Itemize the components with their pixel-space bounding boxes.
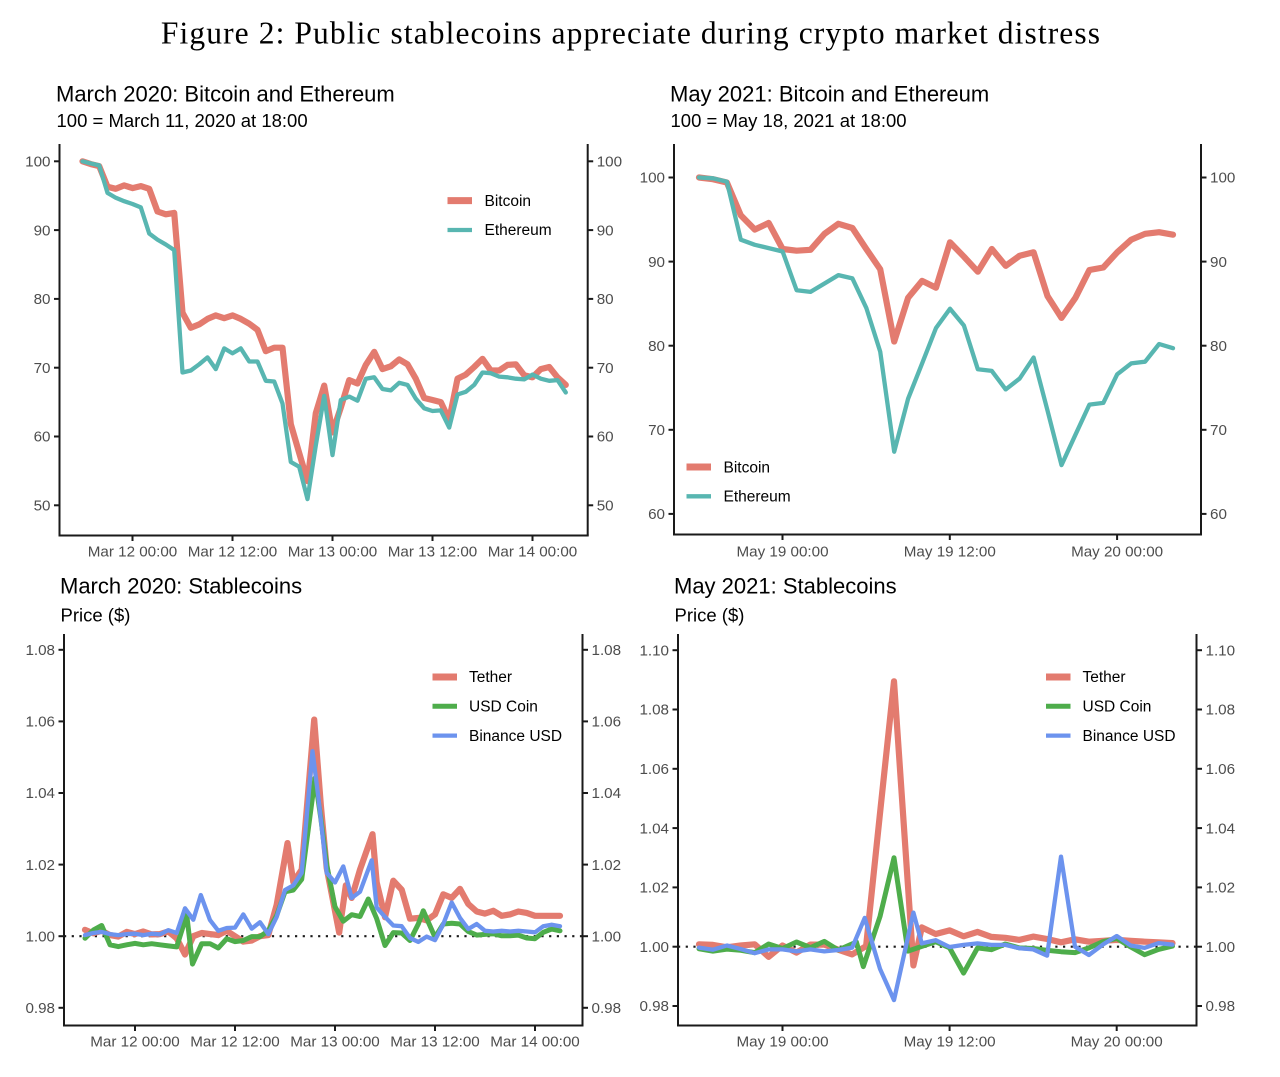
svg-text:Mar 13 12:00: Mar 13 12:00: [388, 544, 478, 561]
svg-text:Tether: Tether: [469, 669, 512, 686]
svg-text:1.06: 1.06: [1206, 761, 1236, 778]
svg-text:100: 100: [597, 154, 622, 171]
svg-text:100 = May 18, 2021 at 18:00: 100 = May 18, 2021 at 18:00: [671, 110, 907, 131]
svg-text:Mar 12 12:00: Mar 12 12:00: [188, 544, 278, 561]
svg-text:1.02: 1.02: [639, 880, 669, 897]
svg-text:Mar 12 12:00: Mar 12 12:00: [190, 1034, 280, 1051]
svg-text:70: 70: [34, 360, 51, 377]
svg-text:May 2021: Bitcoin and Ethereum: May 2021: Bitcoin and Ethereum: [670, 82, 989, 107]
svg-text:70: 70: [648, 422, 665, 439]
svg-text:60: 60: [34, 429, 51, 446]
svg-text:May 2021: Stablecoins: May 2021: Stablecoins: [674, 574, 897, 599]
svg-text:1.02: 1.02: [25, 857, 55, 874]
svg-text:Tether: Tether: [1083, 669, 1126, 686]
svg-text:Bitcoin: Bitcoin: [485, 193, 532, 210]
svg-text:May 19 00:00: May 19 00:00: [736, 1034, 828, 1051]
svg-text:Mar 14 00:00: Mar 14 00:00: [490, 1034, 580, 1051]
svg-text:May 20 00:00: May 20 00:00: [1071, 544, 1163, 561]
svg-text:1.04: 1.04: [25, 785, 55, 802]
svg-text:Figure 2: Public stablecoins a: Figure 2: Public stablecoins appreciate …: [161, 16, 1101, 51]
svg-text:Mar 13 00:00: Mar 13 00:00: [288, 544, 378, 561]
svg-text:Price ($): Price ($): [61, 605, 131, 626]
svg-text:0.98: 0.98: [25, 1000, 55, 1017]
svg-text:Ethereum: Ethereum: [724, 489, 791, 506]
svg-text:90: 90: [1210, 254, 1227, 271]
svg-text:March 2020: Stablecoins: March 2020: Stablecoins: [60, 574, 302, 599]
svg-text:1.00: 1.00: [639, 939, 669, 956]
svg-text:1.00: 1.00: [592, 928, 622, 945]
svg-text:60: 60: [648, 506, 665, 523]
svg-text:80: 80: [34, 291, 51, 308]
svg-text:Mar 13 12:00: Mar 13 12:00: [390, 1034, 480, 1051]
svg-text:80: 80: [1210, 338, 1227, 355]
svg-text:USD Coin: USD Coin: [469, 699, 538, 716]
svg-text:100: 100: [1210, 170, 1235, 187]
svg-text:0.98: 0.98: [592, 1000, 622, 1017]
svg-text:1.10: 1.10: [639, 642, 669, 659]
svg-text:50: 50: [34, 498, 51, 515]
svg-text:60: 60: [597, 429, 614, 446]
svg-text:80: 80: [597, 291, 614, 308]
svg-text:1.06: 1.06: [592, 714, 622, 731]
svg-text:100 = March 11, 2020 at 18:00: 100 = March 11, 2020 at 18:00: [57, 110, 308, 131]
svg-text:70: 70: [597, 360, 614, 377]
svg-text:May 20 00:00: May 20 00:00: [1071, 1034, 1163, 1051]
svg-text:1.10: 1.10: [1206, 642, 1236, 659]
svg-text:May 19 12:00: May 19 12:00: [904, 544, 996, 561]
svg-text:1.04: 1.04: [1206, 820, 1236, 837]
svg-text:Binance USD: Binance USD: [1083, 728, 1176, 745]
svg-text:1.08: 1.08: [25, 642, 55, 659]
svg-text:70: 70: [1210, 422, 1227, 439]
svg-text:March 2020: Bitcoin and Ethere: March 2020: Bitcoin and Ethereum: [56, 82, 395, 107]
svg-text:1.00: 1.00: [25, 928, 55, 945]
svg-text:May 19 12:00: May 19 12:00: [904, 1034, 996, 1051]
svg-text:1.04: 1.04: [639, 820, 669, 837]
svg-text:Binance USD: Binance USD: [469, 728, 562, 745]
svg-text:100: 100: [25, 154, 50, 171]
svg-text:1.04: 1.04: [592, 785, 622, 802]
svg-text:1.06: 1.06: [25, 714, 55, 731]
svg-text:0.98: 0.98: [1206, 998, 1236, 1015]
svg-text:80: 80: [648, 338, 665, 355]
svg-text:1.08: 1.08: [1206, 702, 1236, 719]
svg-text:90: 90: [597, 222, 614, 239]
svg-text:Bitcoin: Bitcoin: [724, 459, 771, 476]
svg-text:50: 50: [597, 498, 614, 515]
svg-text:Mar 12 00:00: Mar 12 00:00: [88, 544, 178, 561]
svg-text:100: 100: [640, 170, 665, 187]
svg-text:Mar 13 00:00: Mar 13 00:00: [290, 1034, 380, 1051]
svg-text:1.02: 1.02: [592, 857, 622, 874]
svg-text:Ethereum: Ethereum: [485, 222, 552, 239]
svg-text:1.00: 1.00: [1206, 939, 1236, 956]
svg-text:May 19 00:00: May 19 00:00: [736, 544, 828, 561]
svg-text:Mar 12 00:00: Mar 12 00:00: [90, 1034, 180, 1051]
svg-text:Mar 14 00:00: Mar 14 00:00: [488, 544, 578, 561]
svg-text:60: 60: [1210, 506, 1227, 523]
svg-text:0.98: 0.98: [639, 998, 669, 1015]
svg-text:Price ($): Price ($): [675, 605, 745, 626]
svg-text:1.06: 1.06: [639, 761, 669, 778]
svg-text:1.08: 1.08: [639, 702, 669, 719]
svg-text:USD Coin: USD Coin: [1083, 699, 1152, 716]
svg-text:1.02: 1.02: [1206, 880, 1236, 897]
svg-text:90: 90: [34, 222, 51, 239]
svg-text:1.08: 1.08: [592, 642, 622, 659]
svg-text:90: 90: [648, 254, 665, 271]
